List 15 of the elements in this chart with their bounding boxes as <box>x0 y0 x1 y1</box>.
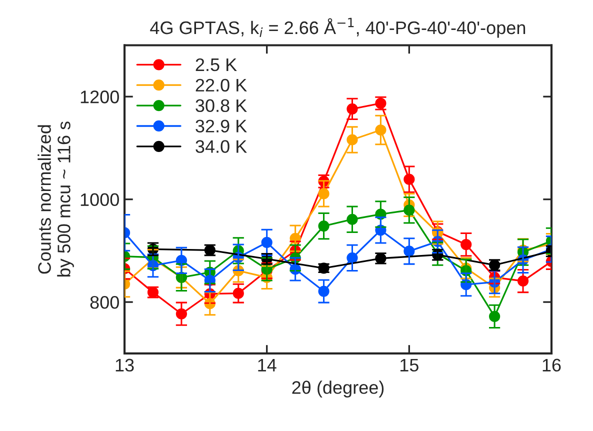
legend-label: 34.0 K <box>196 140 247 153</box>
legend-label: 30.8 K <box>196 99 247 112</box>
legend-label: 2.5 K <box>196 58 237 72</box>
x-tick-label: 14 <box>258 358 276 372</box>
x-tick-label: 15 <box>400 358 418 372</box>
legend-label: 32.9 K <box>196 120 247 132</box>
x-tick-label: 16 <box>542 358 561 372</box>
x-tick-label: 13 <box>116 358 134 372</box>
x-axis-title: 2θ (degree) <box>292 380 384 398</box>
chart-title: 4G GPTAS, k$_{i}$ = 2.66 Å$^{−1}$, 40'-PG-40'-40'-open <box>150 18 526 38</box>
y-tick-label: 800 <box>90 296 119 309</box>
y-axis-title: Counts normalized by 500 mcu ~ 116 s <box>38 122 74 277</box>
y-tick-label: 1000 <box>80 193 119 206</box>
legend-label: 22.0 K <box>196 78 247 92</box>
y-tick-label: 1200 <box>80 90 119 104</box>
